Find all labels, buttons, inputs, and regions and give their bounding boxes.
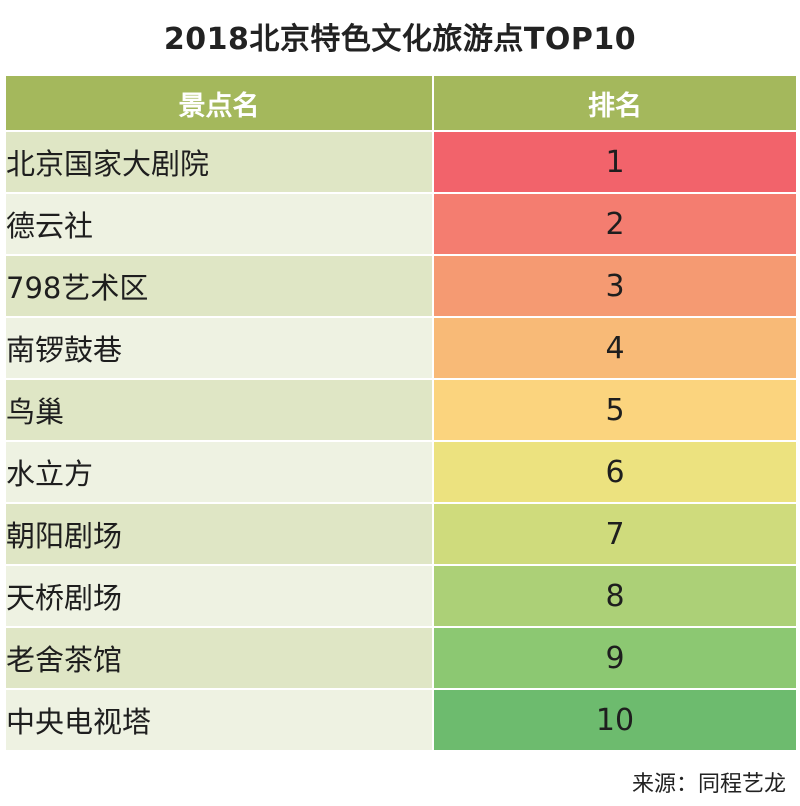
rank-cell: 10 (432, 688, 798, 752)
table-row: 朝阳剧场 7 (4, 502, 798, 566)
rank-cell: 7 (432, 502, 798, 566)
ranking-table: 景点名 排名 北京国家大剧院 1 德云社 2 798艺术区 3 南锣鼓巷 4 鸟巢 5 水立方 6 朝阳… (4, 74, 798, 752)
attraction-name-cell: 798艺术区 (4, 254, 434, 318)
attraction-name-cell: 朝阳剧场 (4, 502, 434, 566)
attraction-name-cell: 北京国家大剧院 (4, 130, 434, 194)
rank-cell: 6 (432, 440, 798, 504)
table-header-row: 景点名 排名 (4, 74, 798, 132)
attraction-name-cell: 南锣鼓巷 (4, 316, 434, 380)
table-row: 水立方 6 (4, 440, 798, 504)
rank-cell: 4 (432, 316, 798, 380)
table-row: 北京国家大剧院 1 (4, 130, 798, 194)
table-row: 798艺术区 3 (4, 254, 798, 318)
table-row: 天桥剧场 8 (4, 564, 798, 628)
source-note: 来源：同程艺龙 (631, 772, 786, 797)
attraction-name-cell: 中央电视塔 (4, 688, 434, 752)
rank-cell: 8 (432, 564, 798, 628)
attraction-name-cell: 老舍茶馆 (4, 626, 434, 690)
rank-cell: 2 (432, 192, 798, 256)
table-row: 老舍茶馆 9 (4, 626, 798, 690)
rank-cell: 5 (432, 378, 798, 442)
column-header-name: 景点名 (4, 74, 434, 132)
rank-cell: 9 (432, 626, 798, 690)
column-header-rank: 排名 (432, 74, 798, 132)
table-row: 鸟巢 5 (4, 378, 798, 442)
table-row: 德云社 2 (4, 192, 798, 256)
table-body: 北京国家大剧院 1 德云社 2 798艺术区 3 南锣鼓巷 4 鸟巢 5 水立方 6 朝阳剧场 7 天桥剧场… (4, 130, 798, 752)
table-row: 南锣鼓巷 4 (4, 316, 798, 380)
attraction-name-cell: 鸟巢 (4, 378, 434, 442)
table-row: 中央电视塔 10 (4, 688, 798, 752)
rank-cell: 3 (432, 254, 798, 318)
rank-cell: 1 (432, 130, 798, 194)
attraction-name-cell: 水立方 (4, 440, 434, 504)
chart-title: 2018北京特色文化旅游点TOP10 (163, 22, 637, 57)
attraction-name-cell: 天桥剧场 (4, 564, 434, 628)
attraction-name-cell: 德云社 (4, 192, 434, 256)
